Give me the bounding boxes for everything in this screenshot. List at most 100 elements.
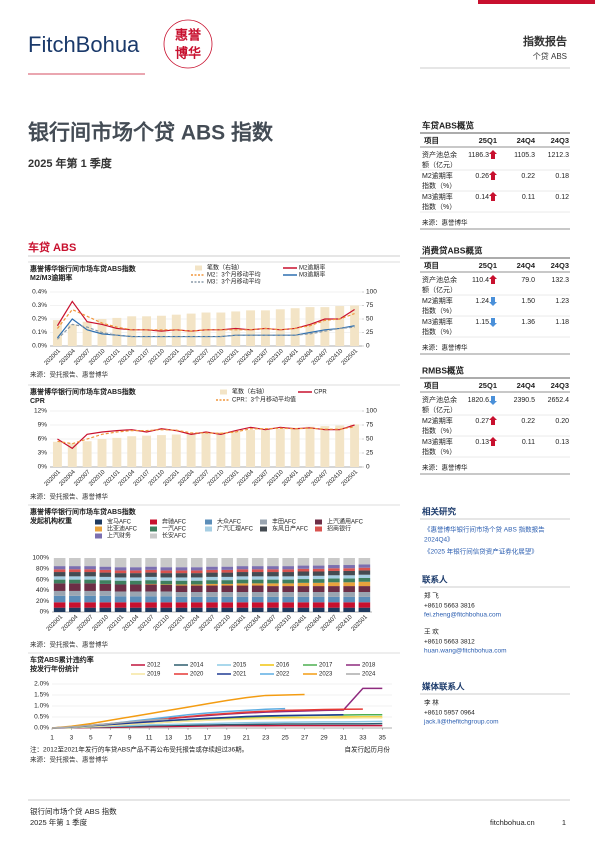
bar-segment	[130, 596, 142, 603]
bar-segment	[99, 569, 112, 573]
bar-segment	[206, 592, 218, 597]
row-label: M3逾期率	[422, 192, 453, 201]
bar-segment	[267, 576, 279, 580]
bar-segment	[114, 591, 127, 597]
bar-segment	[175, 585, 188, 593]
legend-label: 丰田AFC	[272, 518, 297, 526]
x-tick-label: 17	[204, 735, 212, 742]
legend-label: M3：3个月移动平均	[207, 278, 261, 286]
table-header: 24Q4	[517, 381, 536, 390]
bar-segment	[190, 558, 203, 568]
y-tick-label: 0.1%	[32, 329, 47, 336]
bar-segment	[160, 570, 173, 574]
bar-segment	[358, 564, 371, 568]
bar-segment	[297, 582, 310, 587]
y2-tick-label: 50	[366, 436, 374, 443]
bar-segment	[328, 596, 340, 603]
bar-segment	[145, 580, 157, 584]
y-tick-label: 3%	[38, 450, 48, 457]
bar-segment	[358, 577, 371, 582]
bar-segment	[297, 596, 310, 603]
bar-segment	[175, 592, 188, 597]
bar-segment	[160, 596, 173, 603]
bar-segment	[206, 576, 218, 581]
bar-segment	[312, 592, 325, 597]
bar-segment	[282, 576, 294, 580]
bar-segment	[236, 558, 249, 567]
table-header: 24Q3	[551, 136, 569, 145]
bar-segment	[221, 585, 234, 593]
bar-segment	[236, 572, 249, 577]
series-line	[57, 323, 355, 340]
table-cell: 0.13	[475, 439, 489, 446]
bar-segment	[251, 602, 264, 608]
table-cell: 1212.3	[548, 152, 570, 159]
bar-segment	[190, 596, 203, 603]
bar-segment	[282, 596, 294, 603]
y-tick-label: 0.0%	[32, 343, 47, 350]
x-tick-label: 29	[320, 735, 328, 742]
bar	[186, 433, 196, 467]
bar-segment	[328, 558, 340, 566]
bar-segment	[267, 607, 279, 612]
bar-segment	[190, 570, 203, 574]
x-tick-label: 5	[89, 735, 93, 742]
row-label: 指数（%）	[422, 327, 456, 336]
bar	[142, 435, 152, 467]
bar	[171, 434, 181, 467]
legend-label: 2023	[319, 672, 333, 678]
bar	[305, 426, 315, 467]
y-tick-label: 0.4%	[32, 289, 47, 296]
trend-arrow	[489, 275, 497, 284]
bar-segment	[297, 602, 310, 608]
bar-segment	[69, 602, 81, 608]
footer-site: fitchbohua.cn	[490, 818, 535, 827]
x-tick-label: 202501	[351, 614, 370, 633]
bar-segment	[84, 572, 96, 577]
research-link: 2024Q4》	[424, 536, 454, 544]
bar	[201, 432, 211, 467]
bar-segment	[84, 607, 96, 612]
y-tick-label: 100%	[32, 555, 49, 562]
bar-segment	[312, 582, 325, 587]
bar-segment	[358, 592, 371, 597]
y-tick-label: 0%	[38, 464, 48, 471]
bar-segment	[236, 607, 249, 612]
table-title: RMBS概览	[422, 365, 465, 375]
x-tick-label: 19	[223, 735, 231, 742]
bar-segment	[114, 558, 127, 568]
bar-segment	[99, 590, 112, 596]
table-cell: 0.20	[555, 418, 569, 425]
legend-label: M2逾期率	[299, 264, 325, 272]
bar-segment	[358, 558, 371, 565]
legend-label: 大众AFC	[217, 518, 242, 526]
legend-label: 上汽通用AFC	[327, 518, 364, 526]
table-cell: 0.27	[475, 418, 489, 425]
bar-segment	[297, 558, 310, 566]
bar-segment	[130, 558, 142, 568]
bar-segment	[206, 602, 218, 608]
bar-segment	[267, 572, 279, 577]
legend-label: 2019	[147, 672, 161, 678]
bar-segment	[84, 583, 96, 591]
bar-segment	[69, 590, 81, 596]
x-tick-label: 11	[146, 735, 153, 742]
logo-seal	[163, 19, 213, 69]
bar-segment	[282, 586, 294, 593]
bar-segment	[221, 580, 234, 584]
trend-arrow	[489, 396, 497, 405]
bar-segment	[160, 602, 173, 608]
legend-label: 东风日产AFC	[272, 525, 309, 533]
bar	[335, 425, 345, 467]
bar-segment	[358, 596, 371, 603]
legend-label: 广汽汇理AFC	[217, 525, 254, 533]
bar-segment	[206, 596, 218, 603]
bar-segment	[251, 558, 264, 567]
bar-segment	[145, 566, 157, 570]
doc-subtitle: 2025 年第 1 季度	[28, 156, 113, 170]
table-cell: 2652.4	[548, 397, 570, 404]
table-cell: 0.12	[555, 194, 569, 201]
bar-segment	[99, 566, 112, 570]
bar-segment	[114, 570, 127, 574]
chart-source: 来源：受托报告、惠誉博华	[30, 755, 109, 764]
